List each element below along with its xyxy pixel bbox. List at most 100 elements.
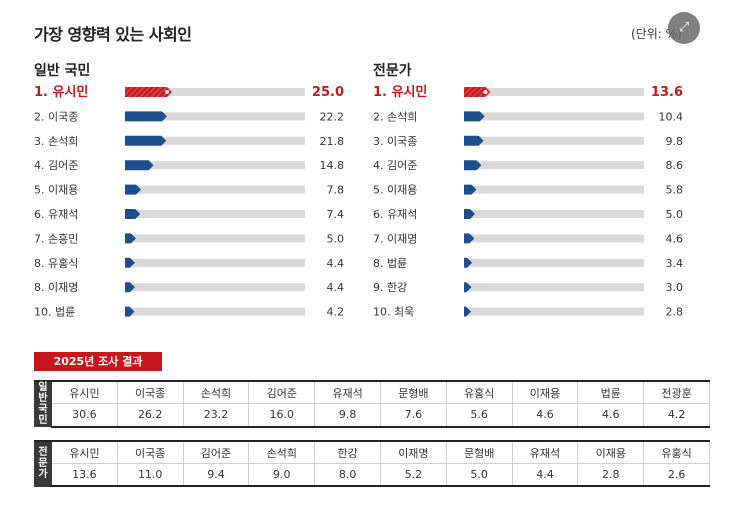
table-header-cell: 한강 xyxy=(314,440,381,464)
bar-label: 8. 유홍식 xyxy=(34,256,78,270)
table-value-cell: 4.2 xyxy=(643,403,710,428)
bar-value-label: 9.8 xyxy=(666,135,684,148)
table-value-cell: 8.0 xyxy=(314,463,381,487)
bar-track xyxy=(125,210,305,218)
bar-label: 7. 이재명 xyxy=(373,232,417,245)
table-value-cell: 23.2 xyxy=(182,403,250,428)
page-title: 가장 영향력 있는 사회인 xyxy=(34,25,192,44)
table-header-cell: 김어준 xyxy=(248,380,316,405)
bar-value-label: 3.4 xyxy=(666,257,684,270)
table-value-cell: 5.2 xyxy=(379,463,447,487)
bar-track xyxy=(464,136,644,145)
bar-marker xyxy=(483,90,488,94)
bar xyxy=(464,160,482,171)
table-header-cell: 유홍식 xyxy=(445,380,513,405)
bar-label: 1. 유시민 xyxy=(34,84,88,100)
bar-track xyxy=(125,185,305,194)
bar-label: 2. 이국종 xyxy=(34,110,78,123)
bar-value-label: 7.4 xyxy=(327,208,345,221)
table-header-cell: 유시민 xyxy=(51,380,118,405)
table-value-cell: 9.0 xyxy=(248,463,316,487)
bar-label: 5. 이재용 xyxy=(34,184,78,197)
bar-track xyxy=(125,234,305,243)
table-header-cell: 이국종 xyxy=(116,440,184,464)
bar-track xyxy=(125,307,305,316)
table-value-cell: 5.6 xyxy=(445,403,513,428)
general-public-bar-chart: 1. 유시민 25.0 2. 이국종 22.2 3. 손석희 21.8 4. 김어준 14.8… xyxy=(34,84,345,319)
bar-label: 3. 손석희 xyxy=(34,135,78,148)
bar-value-label: 3.0 xyxy=(666,281,684,294)
bar-label: 7. 손흥민 xyxy=(34,231,78,245)
bar xyxy=(464,282,472,293)
table-value-cell: 2.8 xyxy=(577,463,645,487)
table-header-cell: 문형배 xyxy=(445,440,513,464)
bar-label: 6. 유재석 xyxy=(373,208,417,221)
bar xyxy=(464,135,484,146)
side-label-char: 일 xyxy=(38,382,48,393)
bar-label: 2. 손석희 xyxy=(373,110,417,123)
side-label-char: 문 xyxy=(38,458,48,470)
bar-track xyxy=(464,112,644,121)
bar-track xyxy=(464,283,644,292)
table-header-cell: 김어준 xyxy=(182,440,250,464)
table-header-cell: 유시민 xyxy=(51,440,118,464)
bar-label: 6. 유재석 xyxy=(34,208,78,221)
bar xyxy=(125,87,172,97)
table-value-cell: 26.2 xyxy=(116,403,184,428)
bar-label: 4. 김어준 xyxy=(373,159,417,172)
expand-icon[interactable]: ⤢ xyxy=(668,12,700,44)
bar xyxy=(125,306,135,317)
bar-track xyxy=(464,185,644,194)
bar-value-label: 7.8 xyxy=(327,184,345,197)
bar-track xyxy=(464,234,644,243)
bar-track xyxy=(464,307,644,316)
table-value-cell: 13.6 xyxy=(51,463,118,487)
table-header-cell: 이국종 xyxy=(116,380,184,405)
table-header-cell: 손석희 xyxy=(248,440,316,464)
bar xyxy=(125,257,135,268)
table-header-cell: 이재용 xyxy=(577,440,645,464)
bar-label: 10. 법륜 xyxy=(34,306,75,319)
side-label-char: 반 xyxy=(38,393,48,404)
bar-track xyxy=(464,161,644,170)
table-value-cell: 9.8 xyxy=(314,403,381,428)
bar-label: 8. 이재명 xyxy=(34,281,78,294)
table-value-cell: 16.0 xyxy=(248,403,316,428)
bar-value-label: 13.6 xyxy=(651,85,683,100)
side-label-char: 민 xyxy=(38,415,48,426)
bar-track xyxy=(125,161,305,170)
table-value-cell: 30.6 xyxy=(51,403,118,428)
survey-2025-label: 2025년 조사 결과 xyxy=(34,352,162,371)
bar-value-label: 10.4 xyxy=(659,110,684,123)
table-value-cell: 4.6 xyxy=(577,403,645,428)
side-label-char: 가 xyxy=(38,469,48,481)
table-value-cell: 2.6 xyxy=(643,463,710,487)
bar-label: 1. 유시민 xyxy=(373,84,427,100)
bar-track xyxy=(464,210,644,218)
table-value-cell: 4.6 xyxy=(511,403,579,428)
table-value-cell: 9.4 xyxy=(182,463,250,487)
table-header-cell: 유재석 xyxy=(314,380,381,405)
bar-track xyxy=(464,258,644,267)
bar xyxy=(125,209,141,219)
bar-value-label: 4.4 xyxy=(327,281,345,294)
table-header-cell: 전광훈 xyxy=(643,380,710,405)
bar xyxy=(464,111,485,122)
bar-value-label: 2.8 xyxy=(666,306,684,319)
side-label-char: 전 xyxy=(38,447,48,459)
bar-label: 8. 법륜 xyxy=(373,257,407,270)
bar-value-label: 14.8 xyxy=(320,159,345,172)
bar-label: 3. 이국종 xyxy=(373,135,417,148)
bar-track xyxy=(464,88,644,96)
table-value-cell: 5.0 xyxy=(445,463,513,487)
table-header-cell: 이재용 xyxy=(511,380,579,405)
bar xyxy=(464,233,475,244)
bar xyxy=(464,306,472,317)
bar xyxy=(125,135,167,146)
bar xyxy=(464,87,491,97)
bar-marker xyxy=(165,90,169,94)
bar-value-label: 8.6 xyxy=(666,159,684,172)
